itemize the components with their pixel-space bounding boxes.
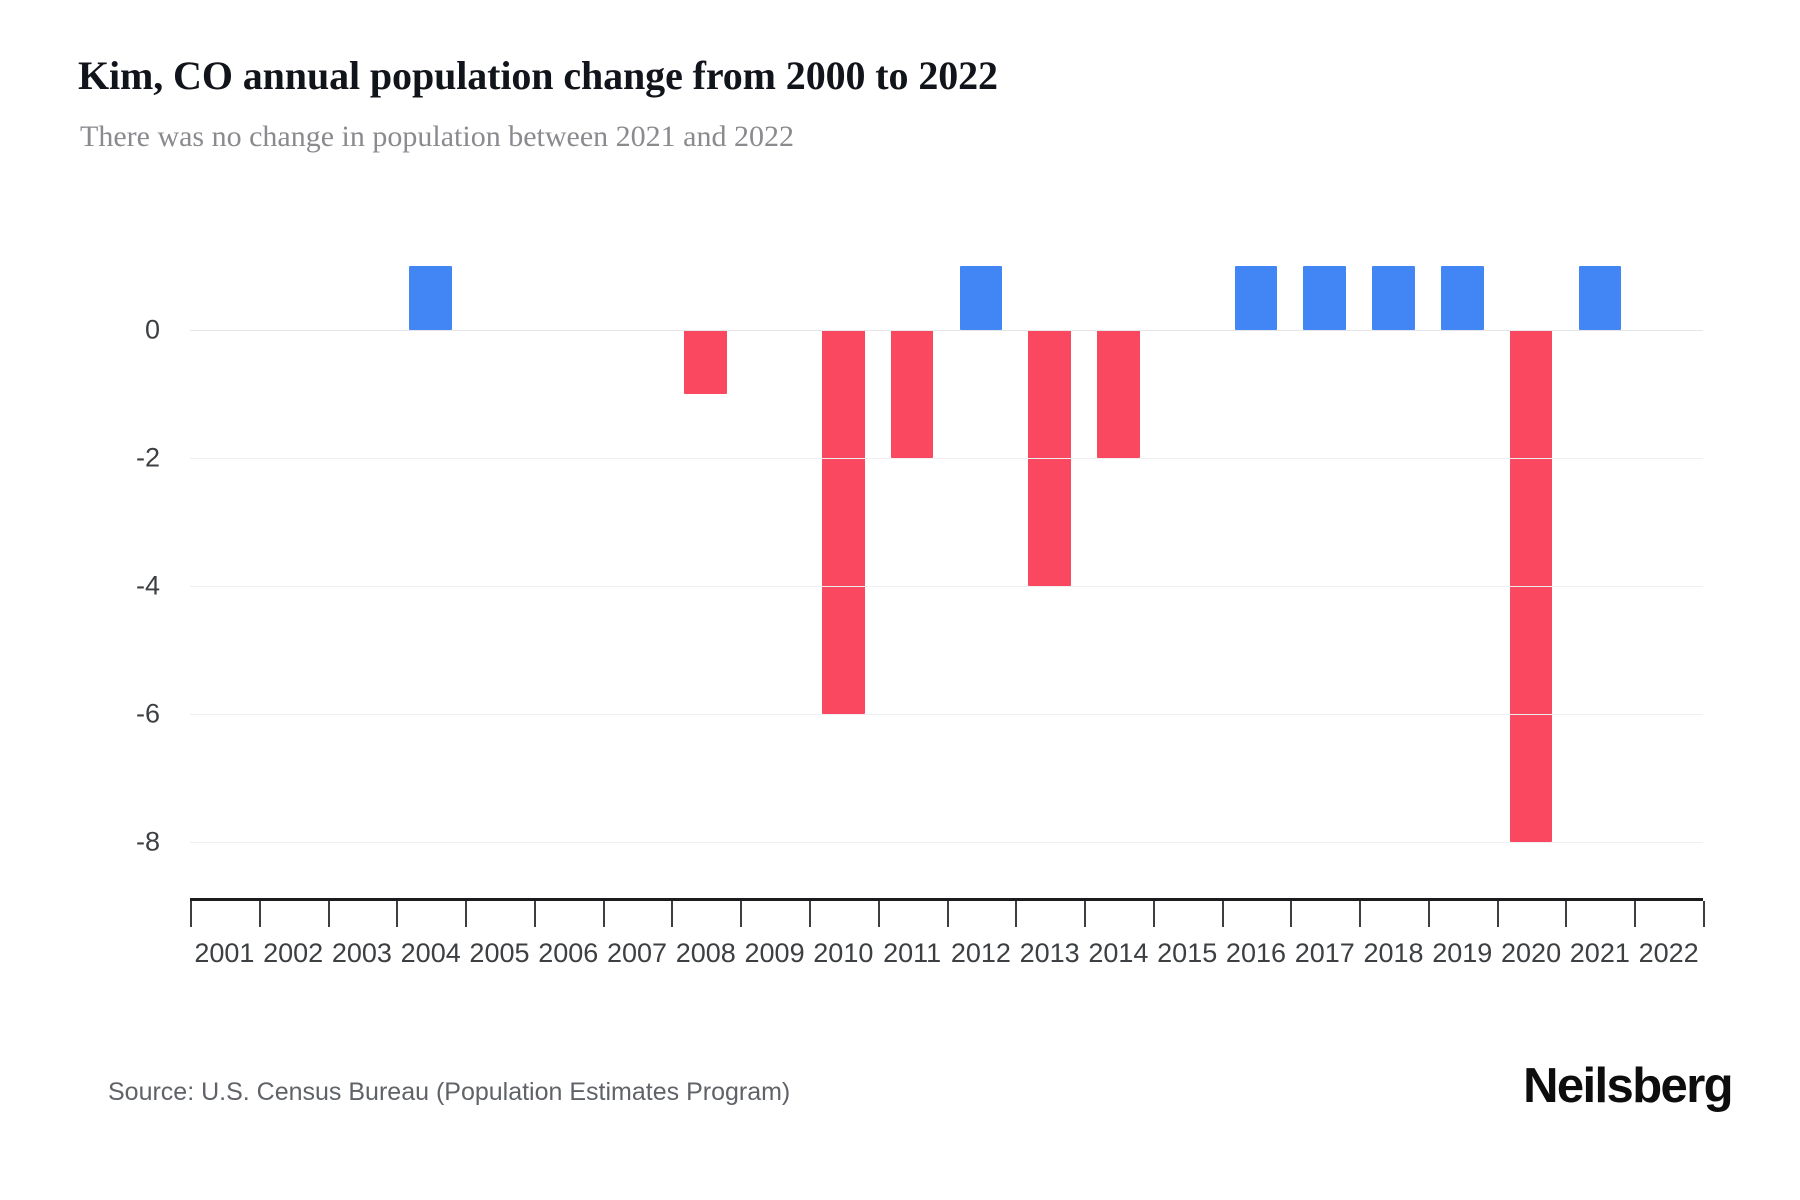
- bar-2019[interactable]: [1440, 265, 1484, 330]
- x-axis-tick: [671, 901, 674, 927]
- x-axis-tick: [396, 901, 399, 927]
- x-axis-tick: [602, 901, 605, 927]
- x-axis-tick: [1290, 901, 1293, 927]
- x-axis-tick-label: 2007: [606, 938, 668, 968]
- bar-series: [190, 240, 1703, 880]
- bar-2016[interactable]: [1234, 265, 1278, 330]
- page-title: Kim, CO annual population change from 20…: [78, 53, 998, 98]
- x-axis-tick-label: 2015: [1157, 938, 1218, 968]
- source-note: Source: U.S. Census Bureau (Population E…: [108, 1078, 791, 1106]
- brand-logo: Neilsberg: [1523, 1059, 1734, 1113]
- x-axis-tick: [1634, 901, 1637, 927]
- bar-2014[interactable]: [1097, 329, 1140, 458]
- x-axis-tick: [946, 901, 949, 927]
- x-axis-tick-label: 2022: [1638, 938, 1699, 968]
- x-axis-tick: [533, 901, 536, 927]
- x-axis-tick-label: 2018: [1363, 938, 1424, 968]
- y-axis-tick-label: 0: [144, 314, 160, 345]
- bar-2021[interactable]: [1578, 265, 1622, 330]
- gridline: [190, 841, 1703, 843]
- y-axis-tick-label: -6: [135, 698, 160, 729]
- x-axis-tick-label: 2009: [744, 938, 805, 968]
- x-axis-tick-label: 2016: [1225, 938, 1286, 968]
- x-axis-tick: [877, 901, 880, 927]
- x-axis-tick: [808, 901, 811, 927]
- x-axis-tick: [1152, 901, 1155, 927]
- gridline: [190, 713, 1703, 715]
- x-axis-tick: [1221, 901, 1224, 927]
- x-axis-tick-label: 2013: [1019, 938, 1080, 968]
- x-axis-tick: [327, 901, 330, 927]
- gridline: [190, 329, 1703, 331]
- x-axis-tick-label: 2001: [194, 938, 255, 968]
- bar-2010[interactable]: [822, 329, 865, 714]
- plot-area: [190, 240, 1703, 880]
- x-axis-tick-label: 2021: [1569, 938, 1630, 968]
- x-axis-tick: [1703, 901, 1705, 927]
- x-axis-tick: [1359, 901, 1362, 927]
- x-axis-line: [190, 898, 1703, 901]
- bar-2011[interactable]: [890, 329, 934, 458]
- bar-2012[interactable]: [959, 265, 1003, 330]
- x-axis-tick-label: 2020: [1501, 938, 1562, 968]
- x-axis-tick: [190, 901, 192, 927]
- y-axis-tick-label: -2: [135, 442, 160, 473]
- x-axis-tick-label: 2011: [883, 938, 942, 968]
- x-axis-tick-label: 2017: [1294, 938, 1355, 968]
- gridline: [190, 457, 1703, 459]
- x-axis-tick: [1565, 901, 1568, 927]
- y-axis-tick-label: -8: [135, 826, 160, 857]
- x-axis-tick: [258, 901, 261, 927]
- x-axis-tick-label: 2008: [675, 938, 736, 968]
- x-axis-tick: [1084, 901, 1087, 927]
- gridline: [190, 585, 1703, 587]
- bar-2018[interactable]: [1372, 265, 1415, 330]
- y-axis-tick-label: -4: [135, 570, 160, 601]
- x-axis-tick: [1496, 901, 1499, 927]
- x-axis-tick-label: 2003: [331, 938, 392, 968]
- x-axis-tick-label: 2014: [1088, 938, 1149, 968]
- x-axis-tick: [740, 901, 743, 927]
- page-subtitle: There was no change in population betwee…: [80, 120, 794, 153]
- x-axis-tick-label: 2002: [263, 938, 324, 968]
- x-axis-tick-label: 2012: [950, 938, 1011, 968]
- x-axis-tick-label: 2005: [469, 938, 530, 968]
- x-axis-tick-label: 2019: [1432, 938, 1493, 968]
- x-axis-tick: [1015, 901, 1018, 927]
- x-axis-tick: [1427, 901, 1430, 927]
- x-axis-tick-label: 2004: [400, 938, 461, 968]
- x-axis-tick-label: 2010: [813, 938, 874, 968]
- bar-2008[interactable]: [684, 329, 728, 394]
- x-axis-tick-label: 2006: [538, 938, 599, 968]
- x-axis-tick: [465, 901, 468, 927]
- bar-2017[interactable]: [1303, 265, 1347, 330]
- bar-2004[interactable]: [409, 265, 452, 330]
